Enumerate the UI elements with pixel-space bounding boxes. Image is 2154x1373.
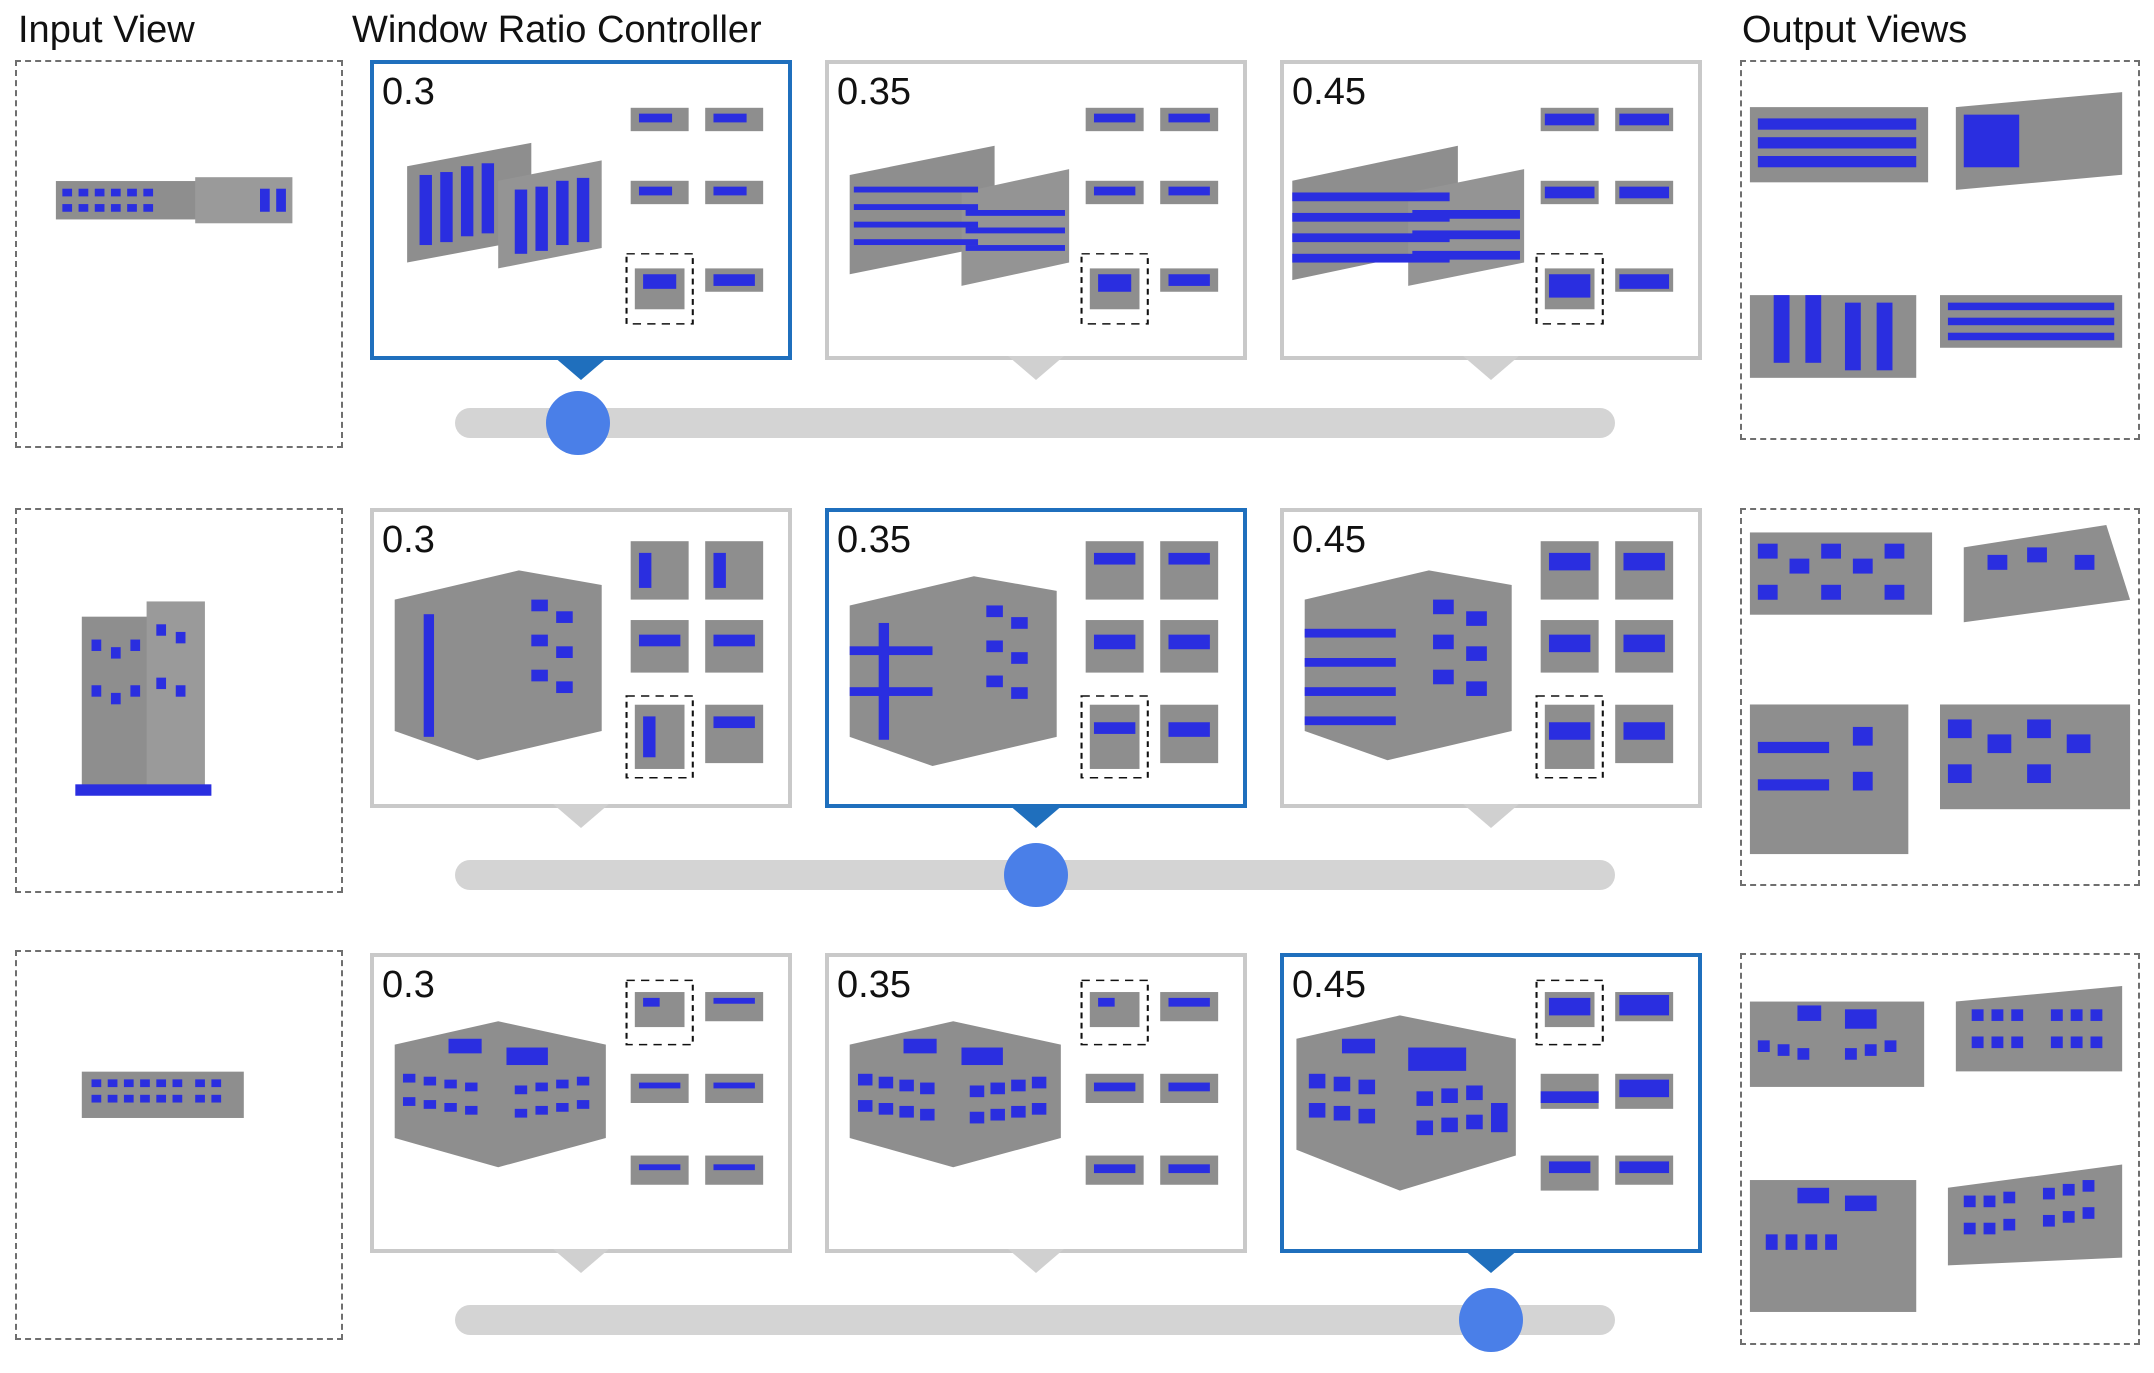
input-image-row-3 <box>81 1071 244 1118</box>
window-ratio-slider-knob-row-3[interactable] <box>1459 1288 1523 1352</box>
main-render <box>407 142 602 269</box>
ratio-label: 0.35 <box>837 71 911 113</box>
building-render-row-3-0.45 <box>1296 979 1674 1191</box>
output-views-header: Output Views <box>1742 9 1968 51</box>
ratio-panel-row-1-0.35[interactable]: 0.35 <box>825 60 1247 360</box>
output-image-row-3 <box>1749 986 2123 1312</box>
building-render-row-2-0.35 <box>849 541 1219 779</box>
input-view-header: Input View <box>18 9 195 51</box>
window-ratio-slider-knob-row-1[interactable] <box>546 391 610 455</box>
ratio-panel-row-1-0.45[interactable]: 0.45 <box>1280 60 1702 360</box>
window-ratio-slider-knob-row-2[interactable] <box>1004 843 1068 907</box>
selection-pointer-row-3-0.3 <box>553 1249 609 1273</box>
ratio-panel-row-2-0.35[interactable]: 0.35 <box>825 508 1247 808</box>
input-view-row-3 <box>15 950 343 1340</box>
window-ratio-slider-track-row-1[interactable] <box>455 408 1615 438</box>
selection-pointer-row-1-0.3 <box>553 356 609 380</box>
output-views-row-2 <box>1740 508 2140 886</box>
building-render-row-2-0.3 <box>394 541 764 779</box>
ratio-panel-row-3-0.3[interactable]: 0.3 <box>370 953 792 1253</box>
ratio-label: 0.45 <box>1292 71 1366 113</box>
output-views-row-3 <box>1740 953 2140 1345</box>
window-ratio-slider-track-row-3[interactable] <box>455 1305 1615 1335</box>
selection-pointer-row-3-0.35 <box>1008 1249 1064 1273</box>
ratio-label: 0.35 <box>837 964 911 1006</box>
input-view-row-1 <box>15 60 343 448</box>
ratio-panel-row-2-0.45[interactable]: 0.45 <box>1280 508 1702 808</box>
output-views-row-1 <box>1740 60 2140 440</box>
ratio-label: 0.45 <box>1292 519 1366 561</box>
selection-pointer-row-3-0.45 <box>1463 1249 1519 1273</box>
input-image-row-1 <box>55 177 293 224</box>
ratio-label: 0.45 <box>1292 964 1366 1006</box>
output-image-row-1 <box>1749 92 2123 378</box>
selection-pointer-row-1-0.35 <box>1008 356 1064 380</box>
thumbnail-grid <box>625 107 764 325</box>
building-render-row-1-0.45 <box>1292 107 1674 325</box>
selection-pointer-row-2-0.3 <box>553 804 609 828</box>
building-render-row-1-0.35 <box>849 107 1219 325</box>
input-view-row-2 <box>15 508 343 893</box>
building-render-row-3-0.35 <box>849 979 1219 1185</box>
ratio-label: 0.3 <box>382 964 435 1006</box>
selection-pointer-row-2-0.35 <box>1008 804 1064 828</box>
ratio-panel-row-1-0.3[interactable]: 0.3 <box>370 60 792 360</box>
ratio-label: 0.3 <box>382 519 435 561</box>
ratio-label: 0.3 <box>382 71 435 113</box>
ratio-panel-row-3-0.45[interactable]: 0.45 <box>1280 953 1702 1253</box>
ratio-panel-row-2-0.3[interactable]: 0.3 <box>370 508 792 808</box>
selection-pointer-row-1-0.45 <box>1463 356 1519 380</box>
building-render-row-2-0.45 <box>1304 541 1674 779</box>
output-image-row-2 <box>1749 524 2131 855</box>
ratio-panel-row-3-0.35[interactable]: 0.35 <box>825 953 1247 1253</box>
window-ratio-controller-header: Window Ratio Controller <box>352 9 762 51</box>
selection-pointer-row-2-0.45 <box>1463 804 1519 828</box>
input-image-row-2 <box>75 601 212 796</box>
ratio-label: 0.35 <box>837 519 911 561</box>
building-render-row-1-0.3 <box>407 107 764 325</box>
building-render-row-3-0.3 <box>394 979 764 1185</box>
